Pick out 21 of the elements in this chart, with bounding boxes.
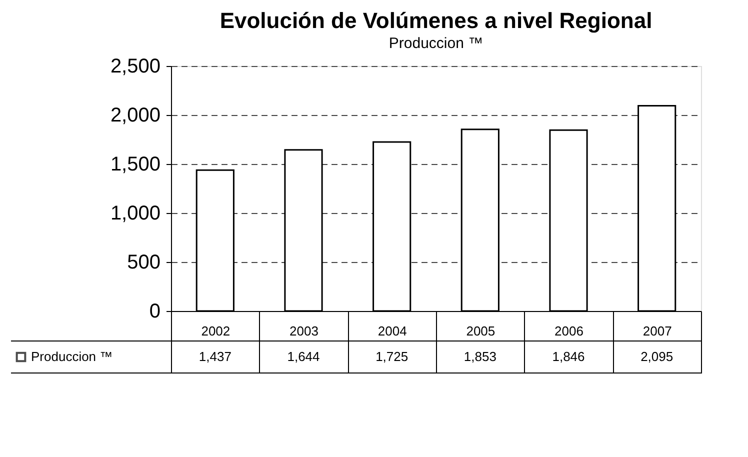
data-label: 1,725 <box>376 349 408 364</box>
y-tick-label: 1,500 <box>110 154 160 176</box>
chart-title: Evolución de Volúmenes a nivel Regional <box>220 8 652 33</box>
data-label: 1,644 <box>287 349 320 364</box>
data-label: 1,853 <box>464 349 496 364</box>
data-label: 1,437 <box>198 349 232 364</box>
y-tick-label: 2,500 <box>110 56 160 78</box>
chart-subtitle: Produccion ™ <box>388 35 484 52</box>
legend-label: Produccion ™ <box>31 349 113 364</box>
data-label: 2,095 <box>640 349 674 364</box>
x-tick-label: 2007 <box>642 324 672 338</box>
data-label: 1,846 <box>552 349 585 364</box>
y-tick-label: 0 <box>149 300 160 322</box>
y-tick-label: 2,000 <box>110 104 160 126</box>
y-tick-label: 1,000 <box>110 202 160 224</box>
y-tick-label: 500 <box>127 252 160 274</box>
x-tick-label: 2006 <box>554 324 584 338</box>
x-tick-label: 2005 <box>466 324 496 338</box>
x-tick-label: 2003 <box>290 324 318 338</box>
x-tick-label: 2002 <box>201 324 230 338</box>
x-tick-label: 2004 <box>378 324 407 338</box>
